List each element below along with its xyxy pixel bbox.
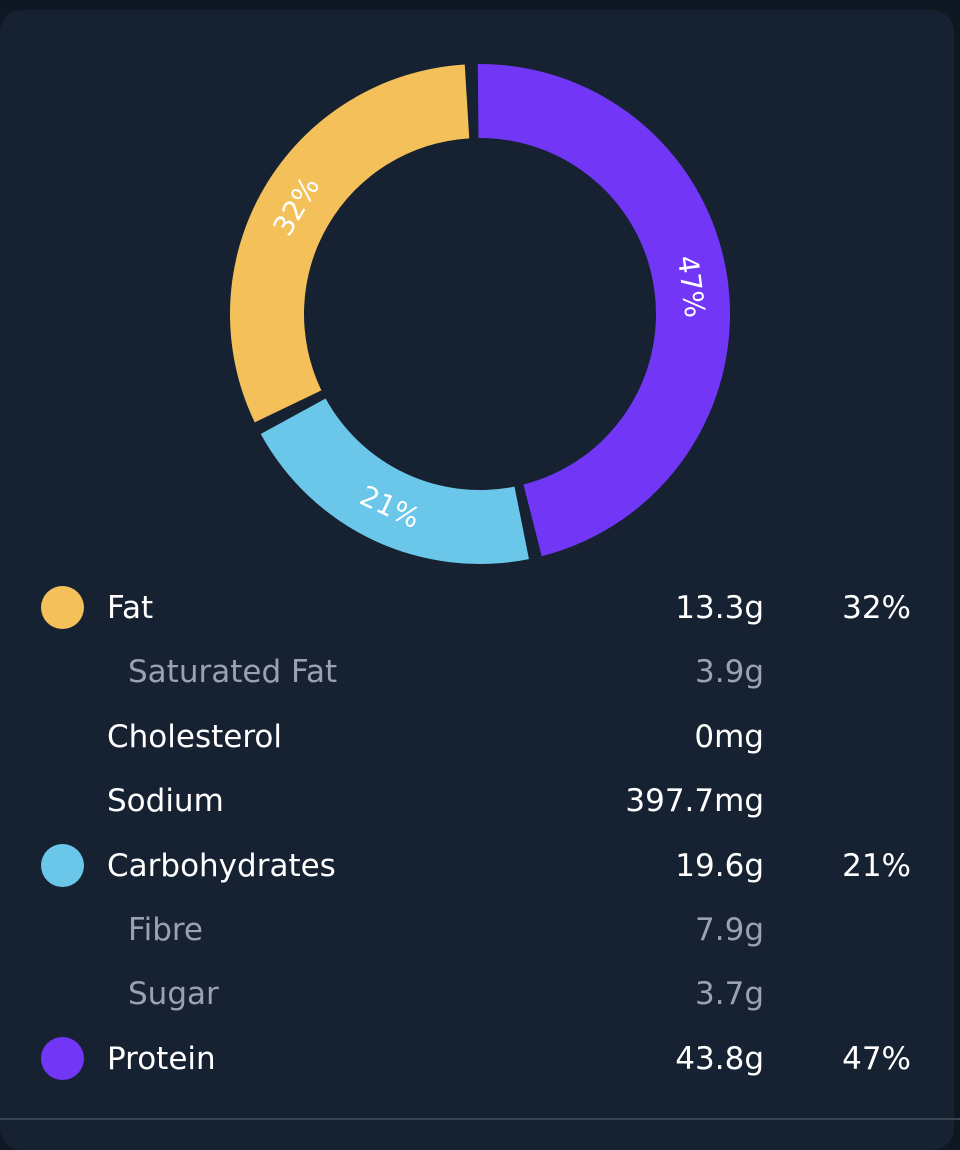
- nutrient-amount: 19.6g: [675, 847, 764, 884]
- nutrient-name: Protein: [107, 1040, 216, 1077]
- nutrient-name: Saturated Fat: [128, 654, 338, 691]
- nutrient-name: Fibre: [128, 911, 204, 948]
- macro-donut-chart: 47% 21% 32%: [220, 54, 740, 574]
- nutrient-amount: 3.9g: [695, 654, 764, 691]
- nutrient-percent: 47%: [842, 1040, 911, 1077]
- nutrition-card: 47% 21% 32%: [0, 10, 954, 1150]
- donut-slice-protein: [477, 64, 731, 557]
- donut-svg: 47%21%32%: [229, 64, 731, 564]
- nutrient-row-sugar: Sugar 3.7g: [0, 962, 960, 1026]
- nutrient-name: Sugar: [128, 976, 219, 1013]
- bottom-divider: [0, 1118, 960, 1120]
- nutrient-list: Fat 13.3g 32% Saturated Fat 3.9g Cholest…: [0, 576, 960, 1091]
- nutrient-amount: 43.8g: [675, 1040, 764, 1077]
- nutrient-row-fat: Fat 13.3g 32%: [0, 576, 960, 640]
- nutrient-name: Cholesterol: [107, 718, 282, 755]
- nutrient-row-saturated-fat: Saturated Fat 3.9g: [0, 640, 960, 704]
- donut-slice-fat: [229, 64, 470, 423]
- nutrient-name: Carbohydrates: [107, 847, 336, 884]
- nutrient-row-fibre: Fibre 7.9g: [0, 898, 960, 962]
- protein-color-dot: [41, 1036, 84, 1080]
- nutrient-row-cholesterol: Cholesterol 0mg: [0, 705, 960, 769]
- nutrient-amount: 0mg: [694, 718, 764, 755]
- nutrient-amount: 13.3g: [675, 590, 764, 626]
- nutrient-amount: 397.7mg: [625, 783, 764, 820]
- nutrient-name: Fat: [107, 590, 154, 626]
- nutrient-amount: 7.9g: [695, 911, 764, 948]
- nutrient-row-carbohydrates: Carbohydrates 19.6g 21%: [0, 834, 960, 898]
- donut-label-protein: 47%: [671, 254, 712, 320]
- carbohydrates-color-dot: [41, 843, 84, 887]
- nutrient-row-protein: Protein 43.8g 47%: [0, 1027, 960, 1091]
- nutrient-amount: 3.7g: [695, 976, 764, 1013]
- nutrient-percent: 21%: [842, 847, 911, 884]
- nutrient-name: Sodium: [107, 783, 224, 820]
- donut-slice-carbohydrates: [260, 398, 529, 564]
- nutrient-row-sodium: Sodium 397.7mg: [0, 769, 960, 833]
- fat-color-dot: [41, 586, 84, 629]
- nutrient-percent: 32%: [842, 590, 911, 626]
